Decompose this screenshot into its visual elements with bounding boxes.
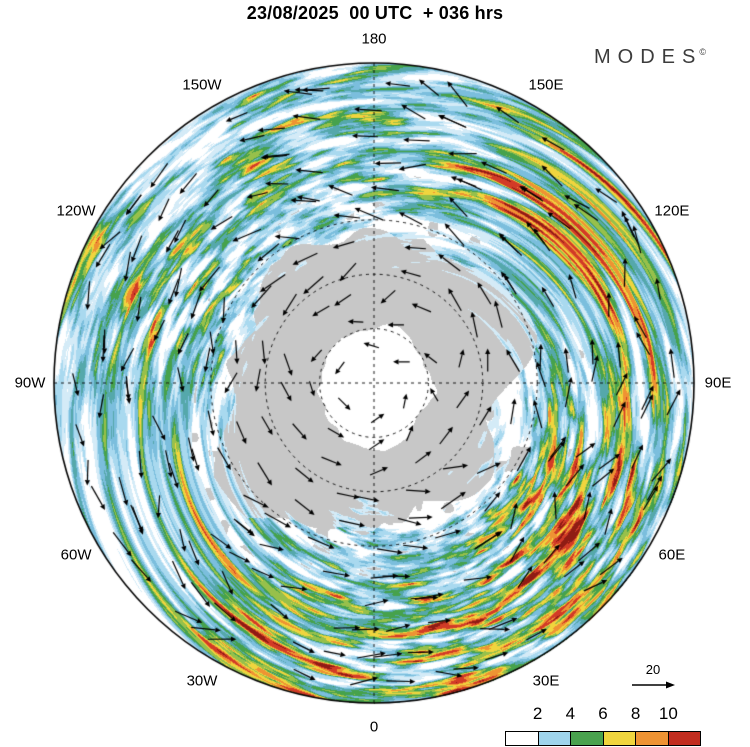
reference-arrow-icon — [632, 681, 675, 689]
chart-title: 23/08/2025 00 UTC + 036 hrs — [246, 3, 504, 23]
reference-arrow: 20 — [628, 662, 678, 696]
colorbar-cell-1 — [538, 732, 571, 745]
colorbar-cell-3 — [603, 732, 636, 745]
colorbar-cell-0 — [506, 732, 539, 745]
colorbar-cell-5 — [668, 732, 700, 745]
colorbar — [505, 731, 701, 746]
modes-logo-copyright: © — [699, 47, 706, 58]
modes-logo: MODES© — [594, 46, 706, 69]
colorbar-cell-2 — [571, 732, 604, 745]
modes-logo-text: MODES — [594, 46, 703, 68]
colorbar-cell-4 — [636, 732, 669, 745]
reference-arrow-label: 20 — [645, 662, 661, 677]
